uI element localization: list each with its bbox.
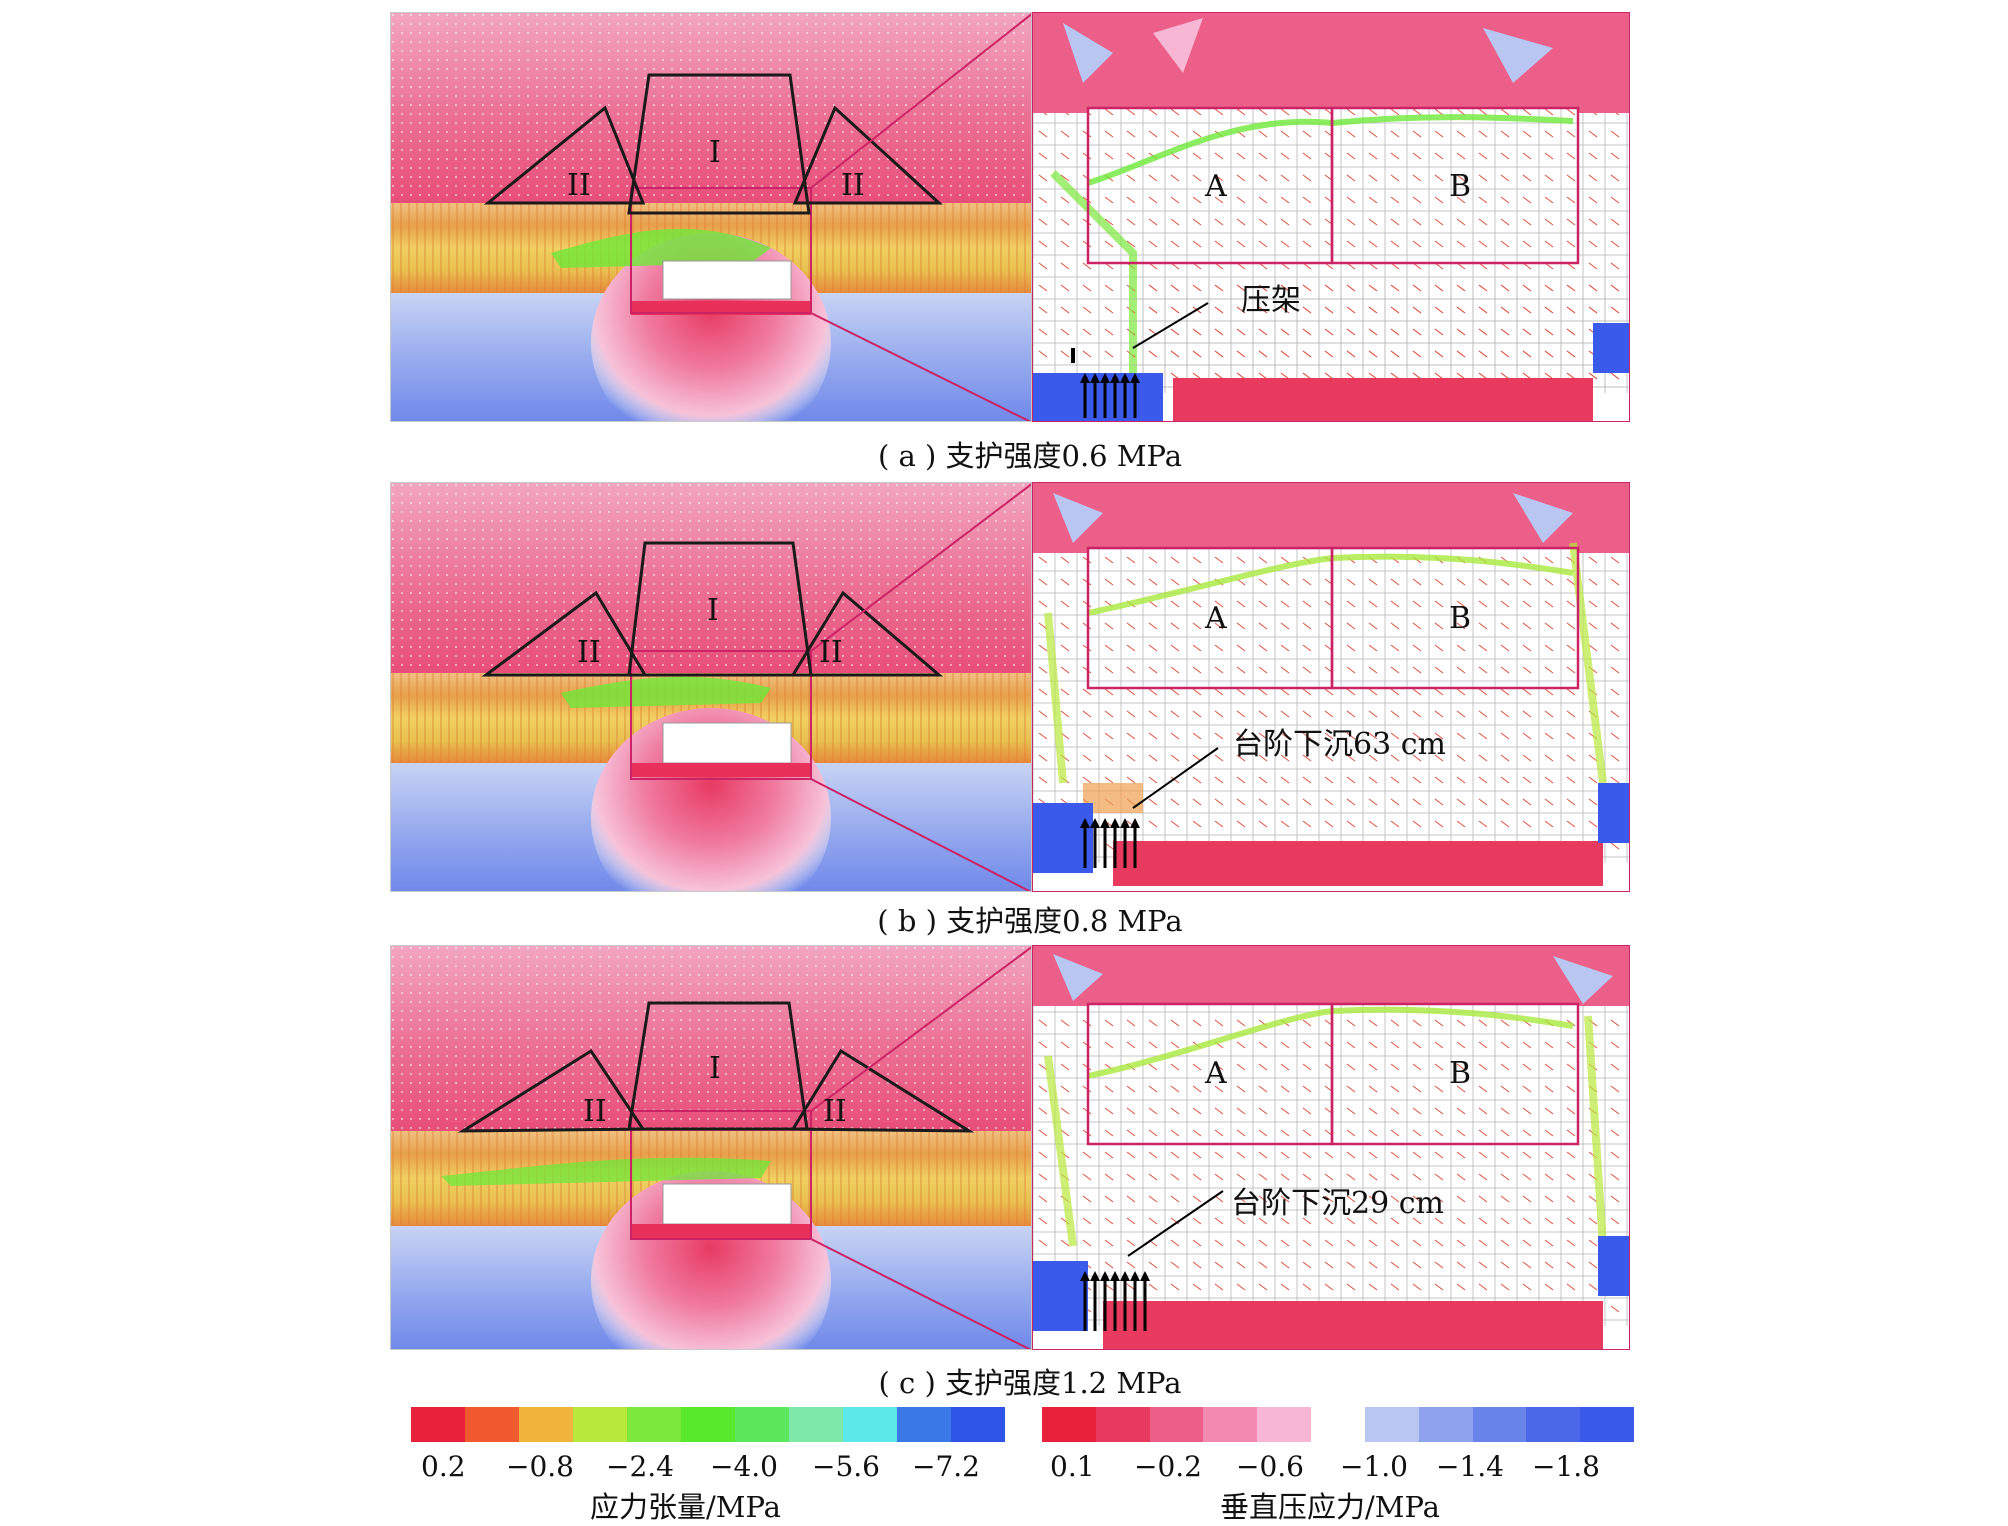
legend-tick-label: −7.2	[912, 1450, 980, 1483]
colorbar-tension	[411, 1407, 1005, 1442]
colorbar-swatch	[573, 1407, 627, 1442]
legend-tick-label: −5.6	[812, 1450, 880, 1483]
colorbar-swatch	[465, 1407, 519, 1442]
zone-label-II-right: II	[819, 635, 843, 670]
zone-label-II-left: II	[577, 635, 601, 670]
colorbar-swatch	[1149, 1407, 1204, 1442]
colorbar-swatch	[843, 1407, 897, 1442]
colorbar-swatch	[1472, 1407, 1527, 1442]
panel-a-overview: I II II	[390, 12, 1032, 422]
colorbar-vertical-stress	[1042, 1407, 1634, 1442]
zone-label-II-left: II	[583, 1094, 607, 1129]
colorbar-swatch	[627, 1407, 681, 1442]
annotation-label: 台阶下沉63 cm	[1233, 727, 1446, 762]
colorbar-swatch	[1364, 1407, 1419, 1442]
panel-c-inset: A B 台阶下沉29 cm	[1032, 945, 1630, 1350]
colorbar-swatch	[1526, 1407, 1581, 1442]
inset-label-A: A	[1205, 1056, 1227, 1091]
panel-a-inset: A B 压架	[1032, 12, 1630, 422]
inset-label-B: B	[1449, 169, 1472, 204]
caption-a: ( a ) 支护强度0.6 MPa	[877, 439, 1183, 473]
legend-tick-label: −1.8	[1532, 1450, 1600, 1483]
colorbar-swatch	[1257, 1407, 1312, 1442]
inset-label-A: A	[1205, 601, 1227, 636]
panel-b-overview: I II II	[390, 482, 1032, 892]
zone-label-I: I	[707, 593, 719, 628]
legend-title-tension: 应力张量/MPa	[590, 1490, 781, 1524]
zone-label-II-left: II	[567, 168, 591, 203]
legend-tick-label: −0.8	[506, 1450, 574, 1483]
legend-tick-label: 0.1	[1050, 1450, 1095, 1483]
legend-tick-label: −2.4	[606, 1450, 674, 1483]
colorbar-swatch	[519, 1407, 573, 1442]
colorbar-swatch	[1418, 1407, 1473, 1442]
caption-b: ( b ) 支护强度0.8 MPa	[877, 904, 1183, 938]
colorbar-swatch	[681, 1407, 735, 1442]
colorbar-swatch	[789, 1407, 843, 1442]
legend-tick-label: −1.4	[1436, 1450, 1504, 1483]
annotation-label: 台阶下沉29 cm	[1231, 1186, 1444, 1221]
zone-label-II-right: II	[823, 1094, 847, 1129]
panel-b-inset: A B 台阶下沉63 cm	[1032, 482, 1630, 892]
colorbar-swatch	[897, 1407, 951, 1442]
legend-tick-label: 0.2	[421, 1450, 466, 1483]
legend-tick-label: −1.0	[1340, 1450, 1408, 1483]
colorbar-swatch	[1095, 1407, 1150, 1442]
colorbar-swatch	[1311, 1407, 1365, 1442]
inset-label-A: A	[1205, 169, 1227, 204]
inset-label-B: B	[1449, 601, 1472, 636]
caption-c: ( c ) 支护强度1.2 MPa	[878, 1366, 1182, 1400]
legend-title-vertical: 垂直压应力/MPa	[1220, 1490, 1440, 1524]
colorbar-swatch	[951, 1407, 1005, 1442]
legend-tick-label: −4.0	[710, 1450, 778, 1483]
legend-tick-label: −0.2	[1134, 1450, 1202, 1483]
colorbar-swatch	[1042, 1407, 1096, 1442]
annotation-label: 压架	[1241, 283, 1301, 318]
colorbar-swatch	[411, 1407, 465, 1442]
legend-tick-label: −0.6	[1236, 1450, 1304, 1483]
zone-label-II-right: II	[841, 168, 865, 203]
colorbar-swatch	[735, 1407, 789, 1442]
panel-c-overview: I II II	[390, 945, 1032, 1350]
colorbar-swatch	[1203, 1407, 1258, 1442]
zone-label-I: I	[709, 135, 721, 170]
zone-label-I: I	[709, 1051, 721, 1086]
inset-label-B: B	[1449, 1056, 1472, 1091]
colorbar-swatch	[1580, 1407, 1634, 1442]
